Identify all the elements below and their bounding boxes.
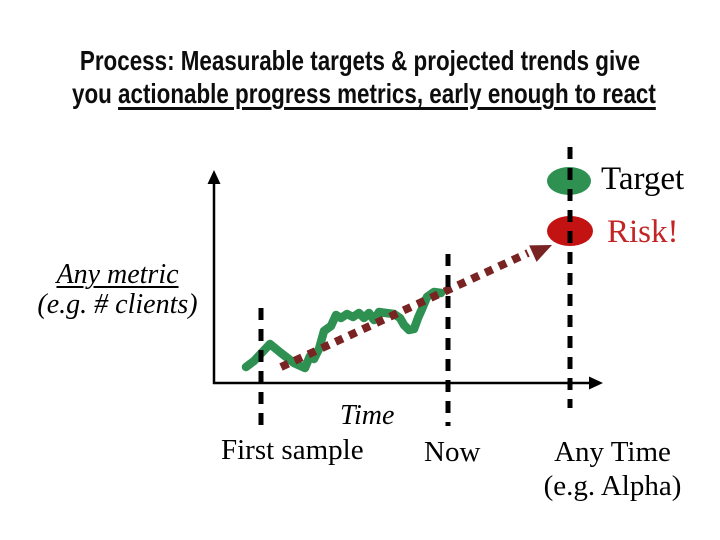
y-axis-label-line1: Any metric — [56, 259, 179, 290]
title-line-2: you actionable progress metrics, early e… — [72, 77, 656, 110]
x-axis-label: Time — [340, 400, 395, 431]
title-line-2-prefix: you — [72, 78, 119, 109]
now-label: Now — [424, 436, 481, 468]
trend-line — [279, 249, 530, 371]
first-sample-label: First sample — [221, 434, 364, 466]
target-label: Target — [601, 161, 685, 197]
slide-title: Process: Measurable targets & projected … — [0, 44, 720, 110]
target-ellipse-icon — [547, 167, 591, 195]
y-axis-label: Any metric (e.g. # clients) — [25, 260, 210, 320]
title-line-2-underlined: actionable progress metrics, early enoug… — [118, 78, 656, 109]
any-time-label-line1: Any Time — [554, 436, 671, 468]
risk-label: Risk! — [607, 214, 679, 250]
slide-title-text: Process: Measurable targets & projected … — [72, 44, 656, 110]
any-time-label: Any Time (e.g. Alpha) — [535, 435, 690, 503]
metric-line — [241, 287, 446, 373]
y-axis-label-line2: (e.g. # clients) — [37, 289, 198, 320]
trend-arrow-icon — [529, 245, 552, 262]
x-axis-arrow-icon — [589, 376, 603, 390]
y-axis-arrow-icon — [207, 170, 221, 184]
title-line-1: Process: Measurable targets & projected … — [79, 45, 641, 76]
any-time-label-line2: (e.g. Alpha) — [543, 470, 682, 502]
